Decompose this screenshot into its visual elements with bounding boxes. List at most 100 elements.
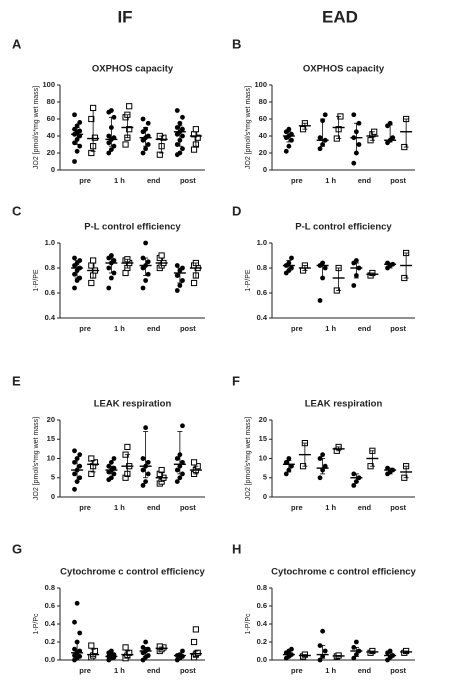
x-tick-label: end (147, 503, 161, 512)
data-point (283, 148, 289, 154)
data-point (140, 285, 146, 291)
x-tick-label: 1 h (325, 324, 336, 333)
data-point (90, 104, 97, 112)
data-point (177, 120, 183, 126)
data-point (387, 648, 393, 654)
data-point (289, 255, 294, 261)
data-point (174, 456, 180, 461)
data-point (145, 653, 151, 658)
data-point (77, 275, 83, 281)
y-tick-label: 1.0 (45, 238, 55, 247)
data-point (72, 159, 77, 164)
y-axis-label: 1-P/Pc (33, 613, 40, 635)
data-point (174, 263, 180, 268)
data-point (122, 644, 129, 651)
data-point (322, 265, 328, 271)
panel-title: OXPHOS capacity (303, 64, 385, 75)
panel: B OXPHOS capacity JO2 [pmol/s*mg wet mass]… (232, 36, 415, 185)
panel-letter: C (12, 203, 22, 218)
panel-letter: E (12, 373, 21, 388)
data-point (174, 125, 180, 130)
y-tick-label: 0 (263, 165, 267, 174)
data-point (174, 467, 180, 473)
data-point (77, 452, 83, 458)
y-tick-label: 0.6 (45, 601, 55, 610)
data-point (126, 103, 133, 110)
panel-title: LEAK respiration (94, 399, 172, 410)
x-tick-label: 1 h (325, 666, 336, 675)
y-tick-label: 5 (51, 473, 55, 482)
data-point (111, 465, 117, 471)
data-point (356, 120, 362, 126)
data-point (72, 271, 77, 277)
y-tick-label: 20 (47, 148, 55, 157)
panel: H Cytochrome c control efficiency 1-P/Pc 0.… (232, 541, 417, 675)
data-point (72, 126, 77, 132)
data-point (289, 265, 294, 271)
data-point (190, 146, 198, 153)
data-point (77, 463, 83, 469)
data-point (72, 140, 77, 146)
data-point (111, 270, 117, 276)
panel: C P-L control efficiency 1-P/PE 0.4 0.6 0.8 1.… (12, 203, 205, 333)
data-point (351, 645, 357, 650)
y-tick-label: 20 (259, 415, 267, 424)
data-point (322, 463, 328, 469)
data-point (108, 459, 114, 465)
data-point (143, 639, 149, 645)
data-point (320, 452, 326, 458)
x-tick-label: post (180, 176, 196, 185)
data-point (77, 120, 83, 125)
data-point (77, 630, 83, 636)
x-tick-label: pre (79, 176, 91, 185)
data-point (192, 126, 199, 133)
data-point (180, 133, 185, 139)
data-point (385, 465, 390, 471)
x-tick-label: end (147, 176, 161, 185)
data-point (174, 142, 180, 147)
data-point (351, 655, 357, 661)
data-point (177, 283, 183, 288)
data-point (351, 483, 357, 488)
data-point (143, 479, 149, 484)
data-point (88, 455, 95, 462)
data-point (190, 459, 198, 466)
data-point (353, 258, 359, 263)
data-point (180, 126, 185, 132)
y-axis-label: 1-P/PE (33, 269, 40, 292)
panel-letter: H (232, 541, 241, 556)
data-point (145, 271, 151, 277)
data-point (387, 120, 393, 126)
y-tick-label: 40 (47, 131, 55, 140)
data-point (111, 258, 117, 263)
y-tick-label: 1.0 (257, 238, 267, 247)
panel-letter: G (12, 541, 22, 556)
y-tick-label: 0.6 (257, 601, 267, 610)
x-tick-label: end (358, 666, 372, 675)
y-tick-label: 15 (259, 434, 267, 443)
x-tick-label: end (147, 324, 161, 333)
data-point (180, 459, 185, 465)
data-point (140, 483, 146, 488)
x-tick-label: post (390, 176, 406, 185)
panel-title: Cytochrome c control efficiency (60, 567, 205, 578)
y-tick-label: 60 (259, 114, 267, 123)
data-point (140, 456, 146, 461)
data-point (140, 116, 146, 122)
data-point (124, 443, 131, 451)
data-point (111, 114, 117, 120)
data-point (106, 285, 112, 291)
x-tick-label: post (390, 503, 406, 512)
x-tick-label: post (390, 324, 406, 333)
data-point (106, 265, 112, 271)
panel-letter: F (232, 373, 240, 388)
data-point (77, 258, 83, 263)
data-point (72, 486, 77, 492)
data-point (180, 114, 185, 120)
x-tick-label: pre (79, 503, 91, 512)
panel-letter: A (12, 36, 22, 51)
y-tick-label: 0 (51, 165, 55, 174)
data-point (140, 645, 146, 650)
data-point (77, 128, 83, 134)
